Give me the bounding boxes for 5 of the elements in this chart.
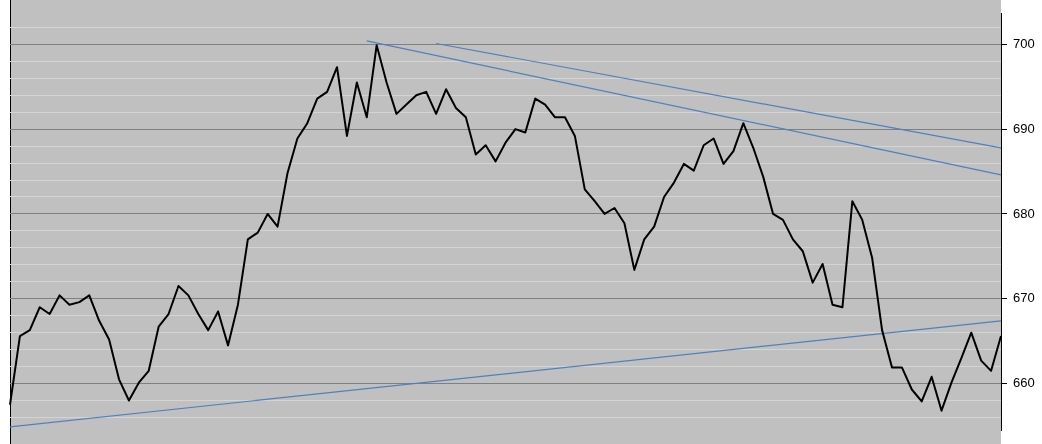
y-tick-label: 680 bbox=[1013, 205, 1035, 221]
y-tick-label: 660 bbox=[1013, 375, 1035, 391]
y-tick-label: 670 bbox=[1013, 290, 1035, 306]
y-tick-label: 700 bbox=[1013, 35, 1035, 51]
y-tick-label: 690 bbox=[1013, 120, 1035, 136]
